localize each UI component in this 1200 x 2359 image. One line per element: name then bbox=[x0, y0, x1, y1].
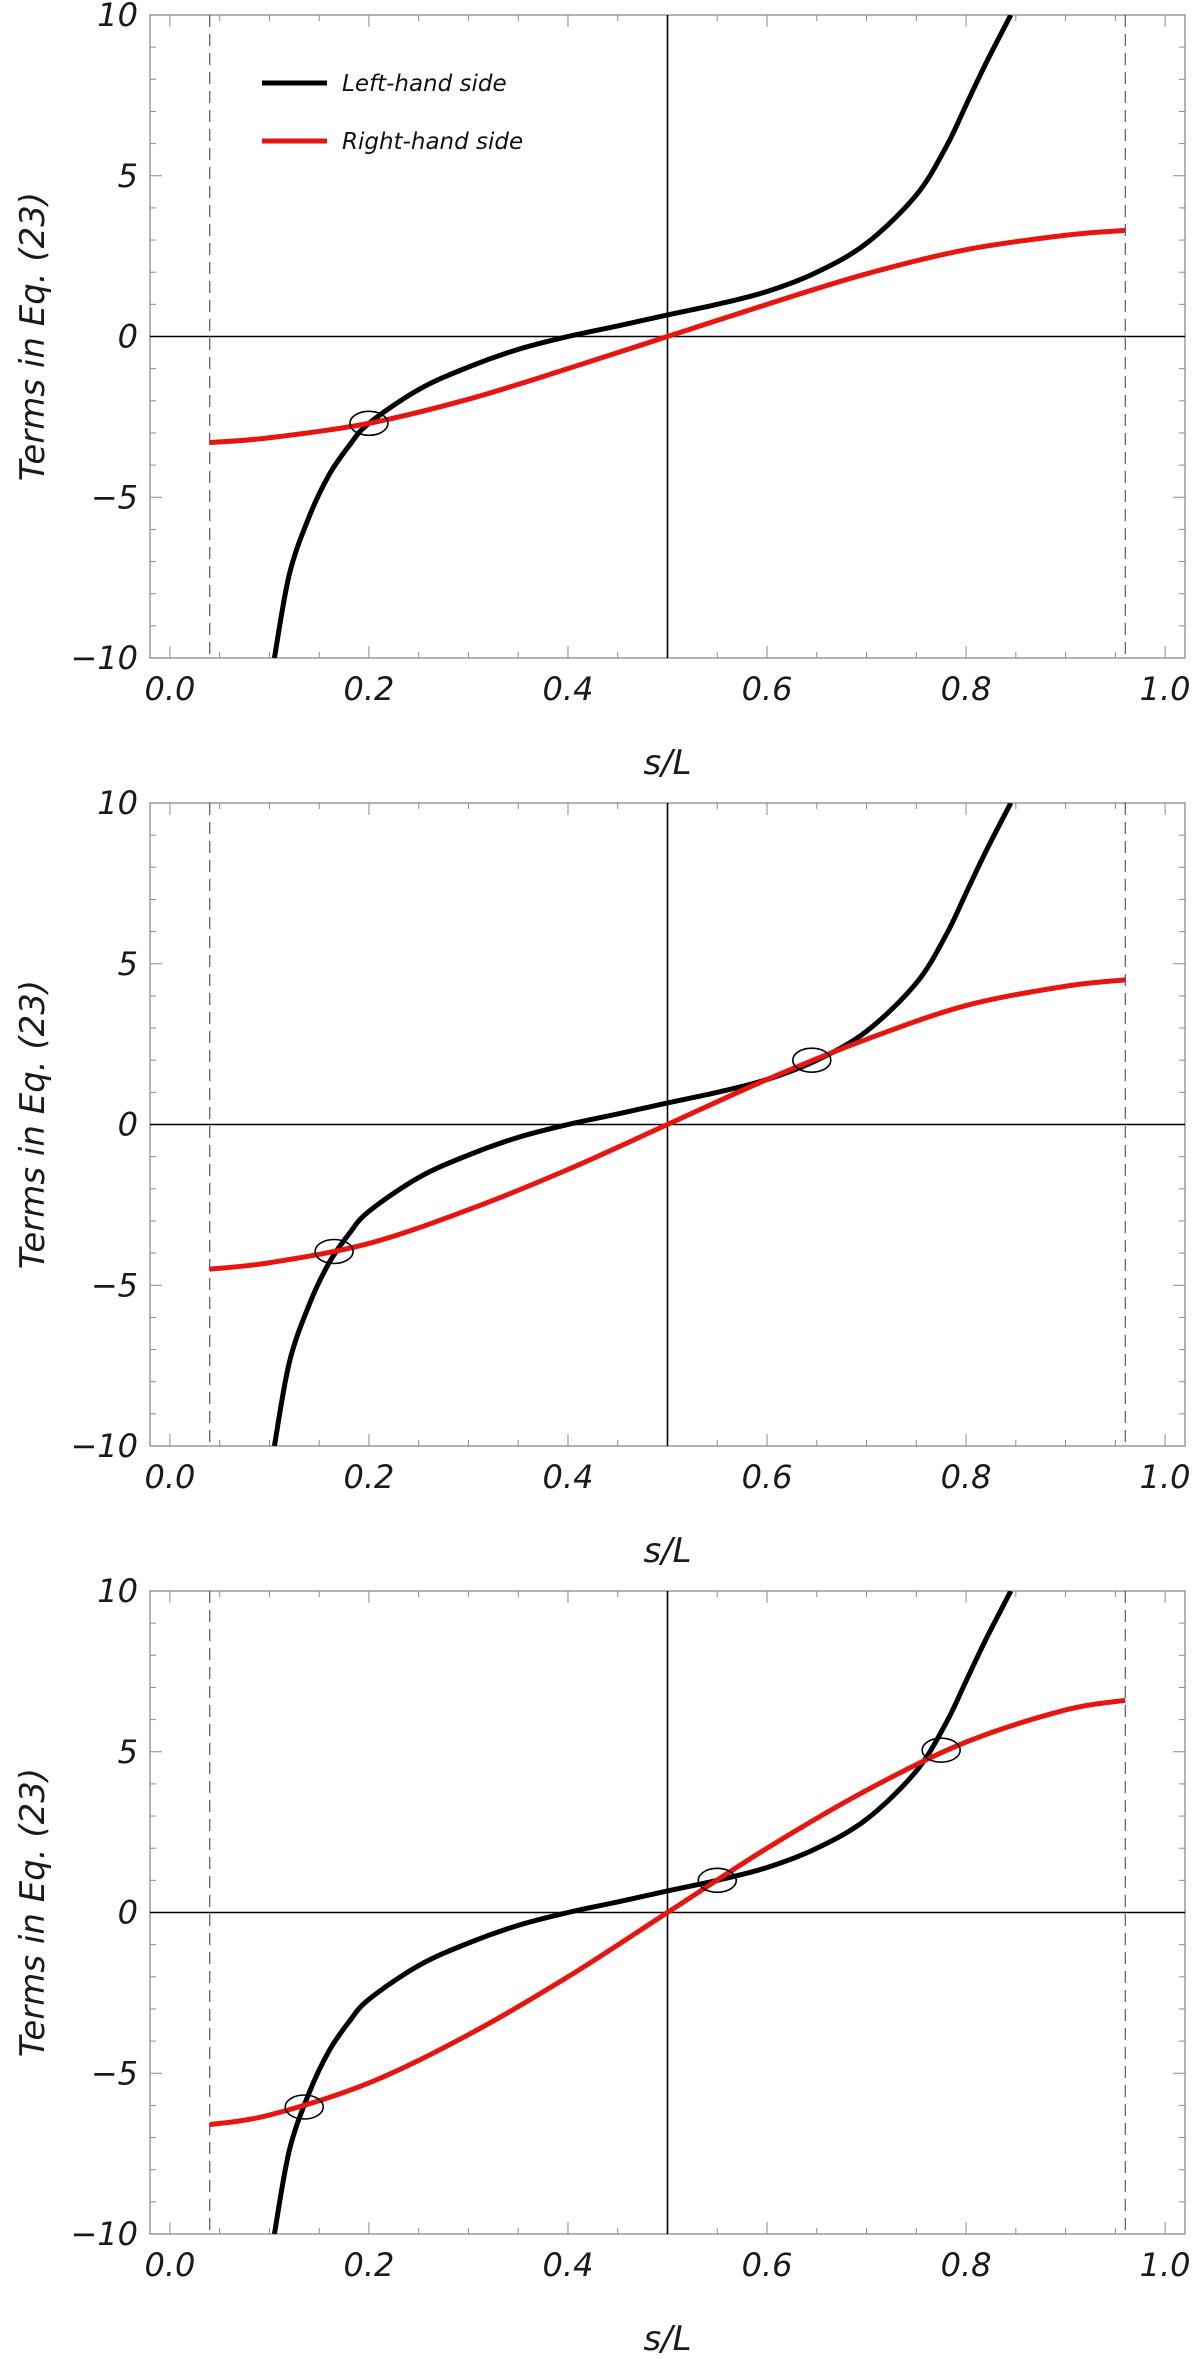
x-tick-label: 0.4 bbox=[543, 1458, 594, 1496]
y-tick-label: −10 bbox=[70, 639, 138, 677]
y-tick-label: −5 bbox=[91, 478, 138, 516]
x-tick-label: 0.0 bbox=[144, 1458, 195, 1496]
x-tick-label: 0.4 bbox=[543, 670, 594, 708]
chart-panel-1: 0.0 0.2 0.4 0.6 0.8 1.0 −10 −5 0 5 10 s/L Terms in E… bbox=[13, 0, 1191, 783]
x-tick-label: 0.2 bbox=[343, 670, 394, 708]
x-tick-label: 0.2 bbox=[343, 2246, 394, 2284]
x-tick-label: 1.0 bbox=[1140, 670, 1191, 708]
intersection-marker bbox=[921, 1737, 961, 1763]
chart-panel-2: 0.0 0.2 0.4 0.6 0.8 1.0 −10 −5 0 5 10 s/L Terms in E… bbox=[13, 784, 1191, 1571]
intersection-marker bbox=[349, 410, 389, 437]
y-tick-label: 5 bbox=[118, 1733, 138, 1771]
y-tick-label: −5 bbox=[91, 2054, 138, 2092]
right-hand-side-curve bbox=[209, 1697, 1126, 2128]
y-tick-label: 10 bbox=[97, 0, 138, 34]
x-tick-label: 0.8 bbox=[941, 1458, 992, 1496]
intersection-marker bbox=[792, 1047, 832, 1073]
x-axis-label: s/L bbox=[643, 1531, 691, 1571]
y-axis-label: Terms in Eq. (23) bbox=[13, 980, 53, 1269]
x-tick-label: 0.6 bbox=[742, 1458, 793, 1496]
intersection-marker bbox=[314, 1238, 354, 1265]
x-tick-label: 0.8 bbox=[941, 2246, 992, 2284]
intersection-marker bbox=[284, 2094, 325, 2120]
y-tick-label: 10 bbox=[97, 1572, 138, 1610]
y-tick-label: 10 bbox=[97, 784, 138, 822]
right-hand-side-curve bbox=[209, 227, 1126, 446]
x-tick-label: 0.6 bbox=[742, 670, 793, 708]
left-hand-side-curve bbox=[271, 803, 1014, 1446]
y-axis-label: Terms in Eq. (23) bbox=[13, 1768, 53, 2057]
legend-label: Left-hand side bbox=[342, 71, 507, 97]
intersection-marker bbox=[697, 1867, 738, 1894]
y-tick-label: 0 bbox=[118, 1894, 138, 1932]
y-axis-label: Terms in Eq. (23) bbox=[13, 192, 53, 481]
y-tick-label: 0 bbox=[118, 318, 138, 356]
x-tick-label: 0.4 bbox=[543, 2246, 594, 2284]
x-tick-label: 0.0 bbox=[144, 2246, 195, 2284]
x-tick-label: 0.2 bbox=[343, 1458, 394, 1496]
y-tick-label: −10 bbox=[70, 2215, 138, 2253]
x-tick-label: 0.8 bbox=[941, 670, 992, 708]
left-hand-side-curve bbox=[271, 1591, 1014, 2234]
x-tick-label: 0.6 bbox=[742, 2246, 793, 2284]
x-tick-label: 1.0 bbox=[1140, 1458, 1191, 1496]
legend: Left-hand side Right-hand side bbox=[262, 71, 523, 155]
left-hand-side-curve bbox=[271, 15, 1014, 658]
x-tick-label: 0.0 bbox=[144, 670, 195, 708]
y-tick-label: 0 bbox=[118, 1106, 138, 1144]
x-axis-label: s/L bbox=[643, 2319, 691, 2359]
x-axis-label: s/L bbox=[643, 743, 691, 783]
right-hand-side-curve bbox=[209, 977, 1126, 1272]
y-tick-label: −10 bbox=[70, 1427, 138, 1465]
legend-label: Right-hand side bbox=[342, 129, 523, 155]
y-tick-label: −5 bbox=[91, 1266, 138, 1304]
x-tick-label: 1.0 bbox=[1140, 2246, 1191, 2284]
y-tick-label: 5 bbox=[118, 945, 138, 983]
y-tick-label: 5 bbox=[118, 157, 138, 195]
chart-panel-3: 0.0 0.2 0.4 0.6 0.8 1.0 −10 −5 0 5 10 s/L Terms in E… bbox=[13, 1572, 1191, 2359]
